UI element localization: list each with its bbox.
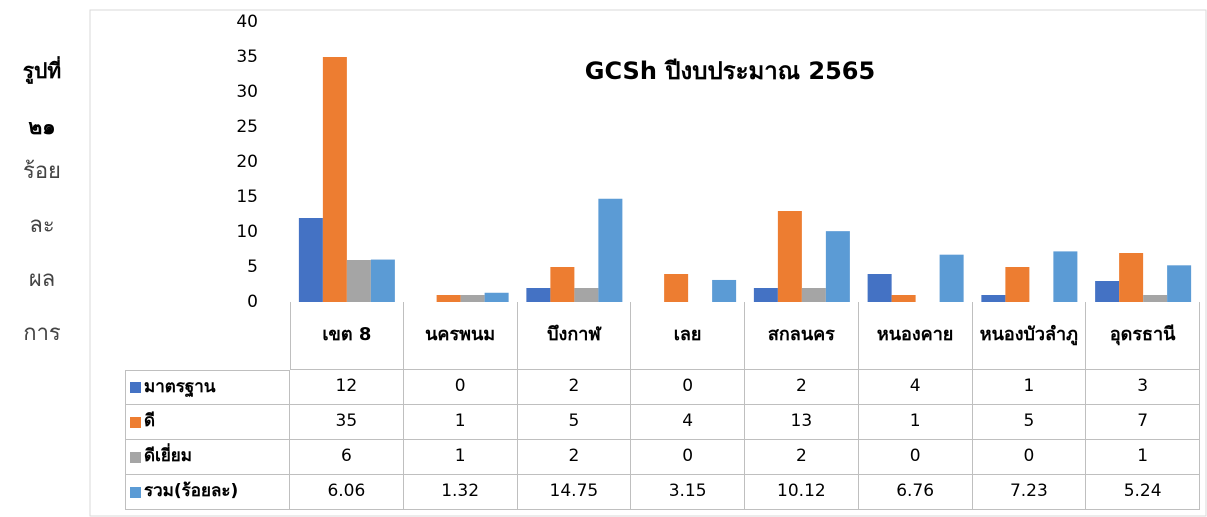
table-cell: 5.24 [1086,475,1200,510]
chart-title: GCSh ปีงบประมาณ 2565 [585,57,875,85]
legend-label: ดี [144,411,156,432]
bar [484,292,509,302]
bar [1167,265,1192,302]
caption-line: การ [23,321,61,346]
caption-line: ร้อย [23,159,61,184]
table-cell: 1 [403,405,518,440]
bar [346,260,371,302]
bar [298,218,323,302]
bar [1005,267,1030,302]
table-header: นครพนม [403,302,518,370]
legend-swatch [130,382,141,393]
caption-line: ๒๑ [28,115,55,139]
bar [867,274,892,302]
y-tick-label: 40 [236,12,258,32]
bar [322,57,347,302]
table-cell: 12 [290,370,404,405]
table-cell: 1 [858,405,973,440]
bar [1143,295,1168,302]
table-cell: 0 [972,440,1087,475]
table-cell: 2 [745,370,859,405]
table-cell: 0 [403,370,518,405]
table-header: เลย [631,302,745,370]
bar [574,288,599,302]
table-header: หนองคาย [858,302,973,370]
y-tick-label: 15 [236,187,258,207]
table-cell: 3 [1086,370,1200,405]
bar [777,211,802,302]
bar [1053,251,1078,302]
y-tick-label: 20 [236,152,258,172]
table-cell: 4 [858,370,973,405]
legend-swatch [130,416,141,428]
y-tick-label: 0 [247,292,258,312]
bar [550,267,575,302]
table-cell: 6.76 [858,475,973,510]
table-cell: 2 [517,440,632,475]
table-cell: 1 [972,370,1087,405]
table-cell: 0 [631,440,745,475]
table-cell: 14.75 [517,475,632,510]
table-cell: 6 [290,440,404,475]
bar [891,295,916,302]
bar [370,259,395,302]
y-tick-label: 5 [247,257,258,277]
legend-swatch [130,451,141,463]
legend-entry: ดีเยี่ยม [125,440,290,475]
bar [825,231,850,302]
table-header: เขต 8 [290,302,404,370]
y-tick-label: 25 [236,117,258,137]
table-cell: 2 [517,370,632,405]
table-cell: 3.15 [631,475,745,510]
table-cell: 2 [745,440,859,475]
caption-line: ละ [29,213,54,238]
table-cell: 5 [517,405,632,440]
y-tick-label: 30 [236,82,258,102]
table-header: อุดรธานี [1086,302,1200,370]
legend-entry: มาตรฐาน [125,370,290,405]
legend-label: มาตรฐาน [144,376,216,397]
table-cell: 7 [1086,405,1200,440]
legend-entry: ดี [125,405,290,440]
table-cell: 35 [290,405,404,440]
chart-frame [89,9,1207,517]
bar [598,198,623,302]
table-header: หนองบัวลำภู [972,302,1087,370]
bar [436,295,461,302]
table-cell: 6.06 [290,475,404,510]
table-header: สกลนคร [745,302,859,370]
y-tick-label: 10 [236,222,258,242]
bar [712,279,737,302]
bar [939,254,964,302]
table-cell: 1.32 [403,475,518,510]
table-cell: 1 [1086,440,1200,475]
legend-swatch [130,486,141,498]
table-header: บึงกาฬ [517,302,632,370]
table-cell: 10.12 [745,475,859,510]
table-cell: 0 [858,440,973,475]
legend-label: รวม(ร้อยละ) [144,481,239,502]
y-tick-label: 35 [236,47,258,67]
bar [460,295,485,302]
bar [981,295,1006,302]
table-cell: 1 [403,440,518,475]
caption-line: ผล [29,267,55,292]
bar [753,288,778,302]
legend-label: ดีเยี่ยม [144,446,192,467]
bar [1119,253,1144,302]
bar [1095,281,1120,302]
table-cell: 13 [745,405,859,440]
table-cell: 5 [972,405,1087,440]
caption-line: รูปที่ [23,55,61,85]
table-cell: 7.23 [972,475,1087,510]
legend-entry: รวม(ร้อยละ) [125,475,290,510]
table-cell: 0 [631,370,745,405]
bar [526,288,551,302]
table-cell: 4 [631,405,745,440]
bar [664,274,689,302]
bar [801,288,826,302]
